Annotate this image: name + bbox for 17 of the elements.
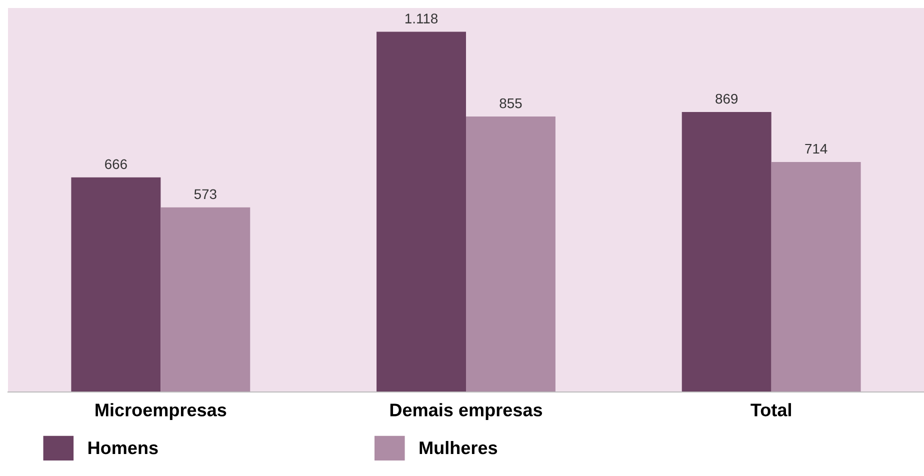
data-label: 1.118 <box>405 14 438 24</box>
bar <box>71 177 161 392</box>
data-label: 573 <box>194 189 216 200</box>
data-label: 855 <box>500 98 522 108</box>
bar <box>466 116 556 392</box>
legend-label: Homens <box>88 442 158 454</box>
data-label: 666 <box>105 159 127 170</box>
legend-label: Mulheres <box>420 440 498 454</box>
x-tick-label: Microempresas <box>96 403 226 420</box>
bar <box>160 207 250 392</box>
x-tick-label: Total <box>750 403 791 416</box>
data-label: 714 <box>805 144 828 154</box>
x-tick-label: Demais empresas <box>390 403 542 420</box>
data-label: 869 <box>716 94 738 104</box>
bar <box>771 162 861 392</box>
bar <box>376 32 466 392</box>
bar <box>682 112 772 392</box>
